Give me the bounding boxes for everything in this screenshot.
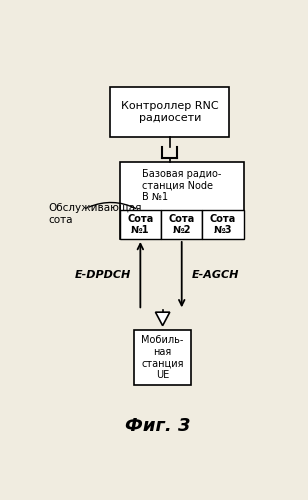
Text: Фиг. 3: Фиг. 3 [125, 417, 191, 434]
FancyBboxPatch shape [120, 210, 161, 239]
Text: E-AGCH: E-AGCH [191, 270, 239, 280]
FancyBboxPatch shape [202, 210, 244, 239]
FancyBboxPatch shape [120, 162, 244, 239]
Polygon shape [156, 312, 170, 326]
FancyBboxPatch shape [161, 210, 202, 239]
Text: Сота
№2: Сота №2 [168, 214, 195, 235]
Text: Контроллер RNC
радиосети: Контроллер RNC радиосети [121, 101, 219, 123]
Text: Обслуживающая
сота: Обслуживающая сота [48, 203, 142, 225]
Text: Сота
№1: Сота №1 [127, 214, 153, 235]
Text: E-DPDCH: E-DPDCH [75, 270, 131, 280]
Text: Базовая радио-
станция Node
В №1: Базовая радио- станция Node В №1 [142, 170, 221, 202]
FancyBboxPatch shape [134, 330, 191, 386]
Text: Сота
№3: Сота №3 [210, 214, 236, 235]
Text: Мобиль-
ная
станция
UE: Мобиль- ная станция UE [141, 335, 184, 380]
FancyBboxPatch shape [110, 87, 229, 137]
